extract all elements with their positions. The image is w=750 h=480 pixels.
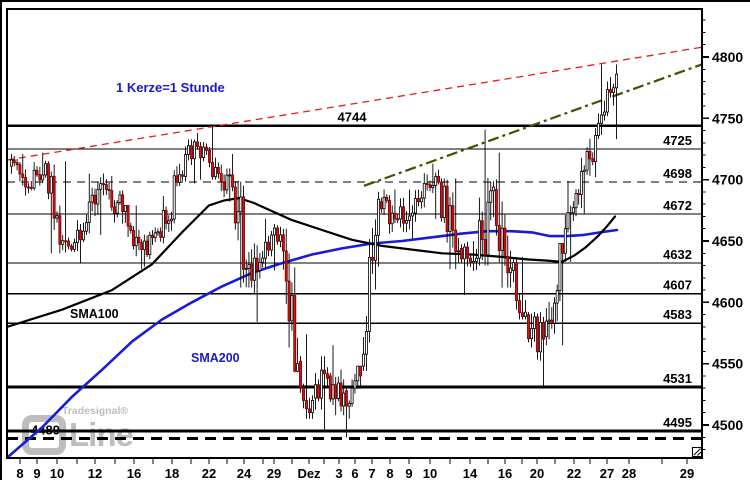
svg-text:16: 16 (498, 466, 512, 480)
svg-text:14: 14 (463, 466, 478, 480)
svg-text:4700: 4700 (712, 172, 743, 188)
svg-text:8: 8 (16, 466, 23, 480)
svg-text:12: 12 (88, 466, 102, 480)
svg-text:4698: 4698 (663, 166, 692, 181)
svg-text:4550: 4550 (712, 356, 743, 372)
svg-text:7: 7 (368, 466, 375, 480)
svg-text:29: 29 (680, 466, 694, 480)
svg-text:9: 9 (405, 466, 412, 480)
svg-text:4650: 4650 (712, 233, 743, 249)
svg-text:4500: 4500 (712, 417, 743, 433)
svg-text:4672: 4672 (663, 198, 692, 213)
svg-text:4583: 4583 (663, 307, 692, 322)
svg-text:24: 24 (237, 466, 252, 480)
svg-text:4632: 4632 (663, 247, 692, 262)
svg-text:16: 16 (127, 466, 141, 480)
svg-text:4489: 4489 (31, 422, 60, 437)
svg-text:22: 22 (202, 466, 216, 480)
svg-text:4725: 4725 (663, 133, 692, 148)
svg-text:4744: 4744 (338, 110, 368, 125)
svg-text:6: 6 (351, 466, 358, 480)
svg-text:4607: 4607 (663, 278, 692, 293)
svg-text:20: 20 (530, 466, 544, 480)
svg-text:Dez: Dez (297, 466, 321, 480)
svg-text:4495: 4495 (663, 415, 692, 430)
svg-text:28: 28 (622, 466, 636, 480)
svg-text:4800: 4800 (712, 49, 743, 65)
svg-text:10: 10 (423, 466, 437, 480)
svg-text:29: 29 (267, 466, 281, 480)
svg-text:27: 27 (600, 466, 614, 480)
svg-text:18: 18 (165, 466, 179, 480)
svg-text:10: 10 (50, 466, 64, 480)
svg-text:4750: 4750 (712, 110, 743, 126)
svg-text:4600: 4600 (712, 294, 743, 310)
svg-text:8: 8 (386, 466, 393, 480)
svg-text:9: 9 (33, 466, 40, 480)
resize-grip[interactable] (692, 447, 702, 457)
svg-text:22: 22 (567, 466, 581, 480)
svg-text:4531: 4531 (663, 371, 692, 386)
svg-text:3: 3 (335, 466, 342, 480)
